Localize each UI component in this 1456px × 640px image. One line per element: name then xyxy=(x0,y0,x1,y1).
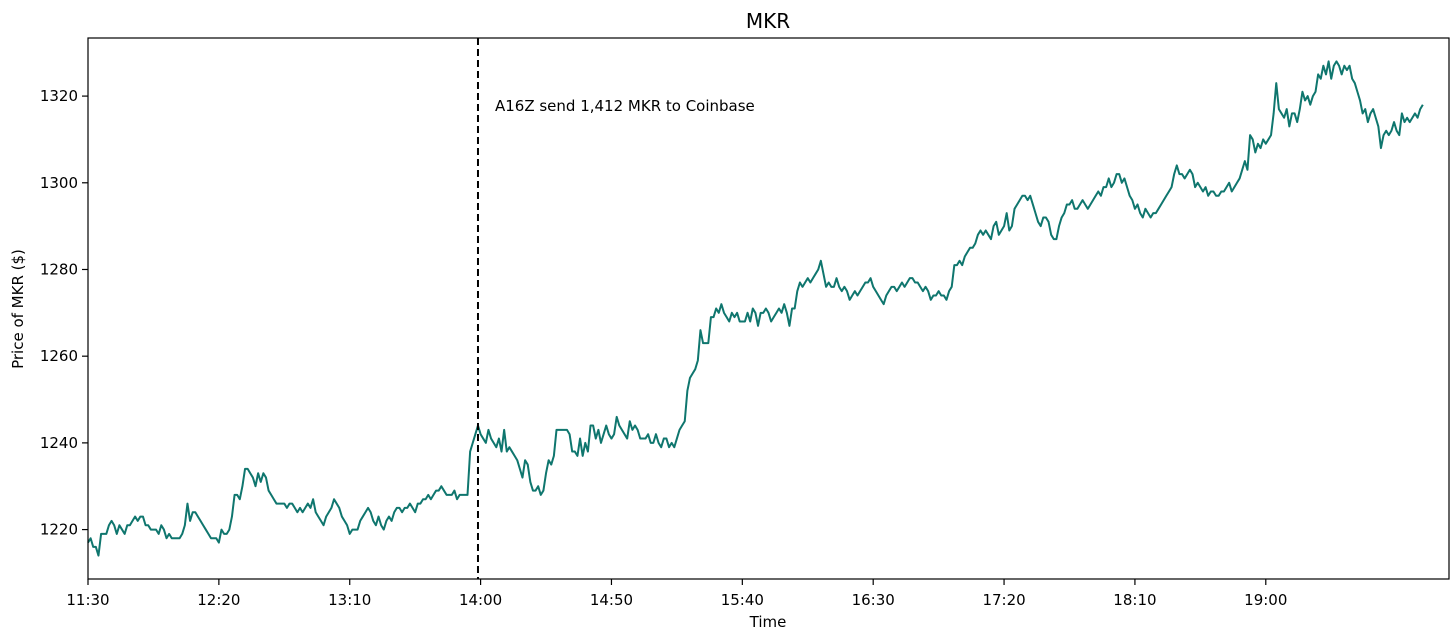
x-tick-label: 15:40 xyxy=(721,591,764,609)
y-tick-label: 1240 xyxy=(40,434,78,452)
x-axis-ticks: 11:30 12:20 13:10 14:00 14:50 15:40 16:30 17:20… xyxy=(66,579,1287,609)
plot-frame xyxy=(87,37,1450,580)
x-tick-label: 14:50 xyxy=(590,591,633,609)
event-annotation-label: A16Z send 1,412 MKR to Coinbase xyxy=(495,97,755,115)
x-tick-label: 13:10 xyxy=(328,591,371,609)
x-tick-label: 16:30 xyxy=(852,591,895,609)
y-tick-label: 1260 xyxy=(40,347,78,365)
y-tick-label: 1220 xyxy=(40,521,78,539)
price-series-line xyxy=(87,60,1424,557)
y-tick-label: 1280 xyxy=(40,260,78,278)
y-tick-label: 1320 xyxy=(40,87,78,105)
x-axis-label: Time xyxy=(749,613,787,631)
y-tick-label: 1300 xyxy=(40,174,78,192)
x-tick-label: 19:00 xyxy=(1244,591,1287,609)
y-axis-label: Price of MKR ($) xyxy=(9,249,27,369)
chart-title: MKR xyxy=(746,9,790,33)
x-tick-label: 12:20 xyxy=(197,591,240,609)
annotation-layer: A16Z send 1,412 MKR to Coinbase xyxy=(476,38,755,579)
x-tick-label: 17:20 xyxy=(982,591,1025,609)
x-tick-label: 11:30 xyxy=(66,591,109,609)
y-axis-ticks: 1220 1240 1260 1280 1300 1320 xyxy=(40,87,88,539)
x-tick-label: 18:10 xyxy=(1113,591,1156,609)
x-tick-label: 14:00 xyxy=(459,591,502,609)
series-layer xyxy=(87,60,1424,557)
